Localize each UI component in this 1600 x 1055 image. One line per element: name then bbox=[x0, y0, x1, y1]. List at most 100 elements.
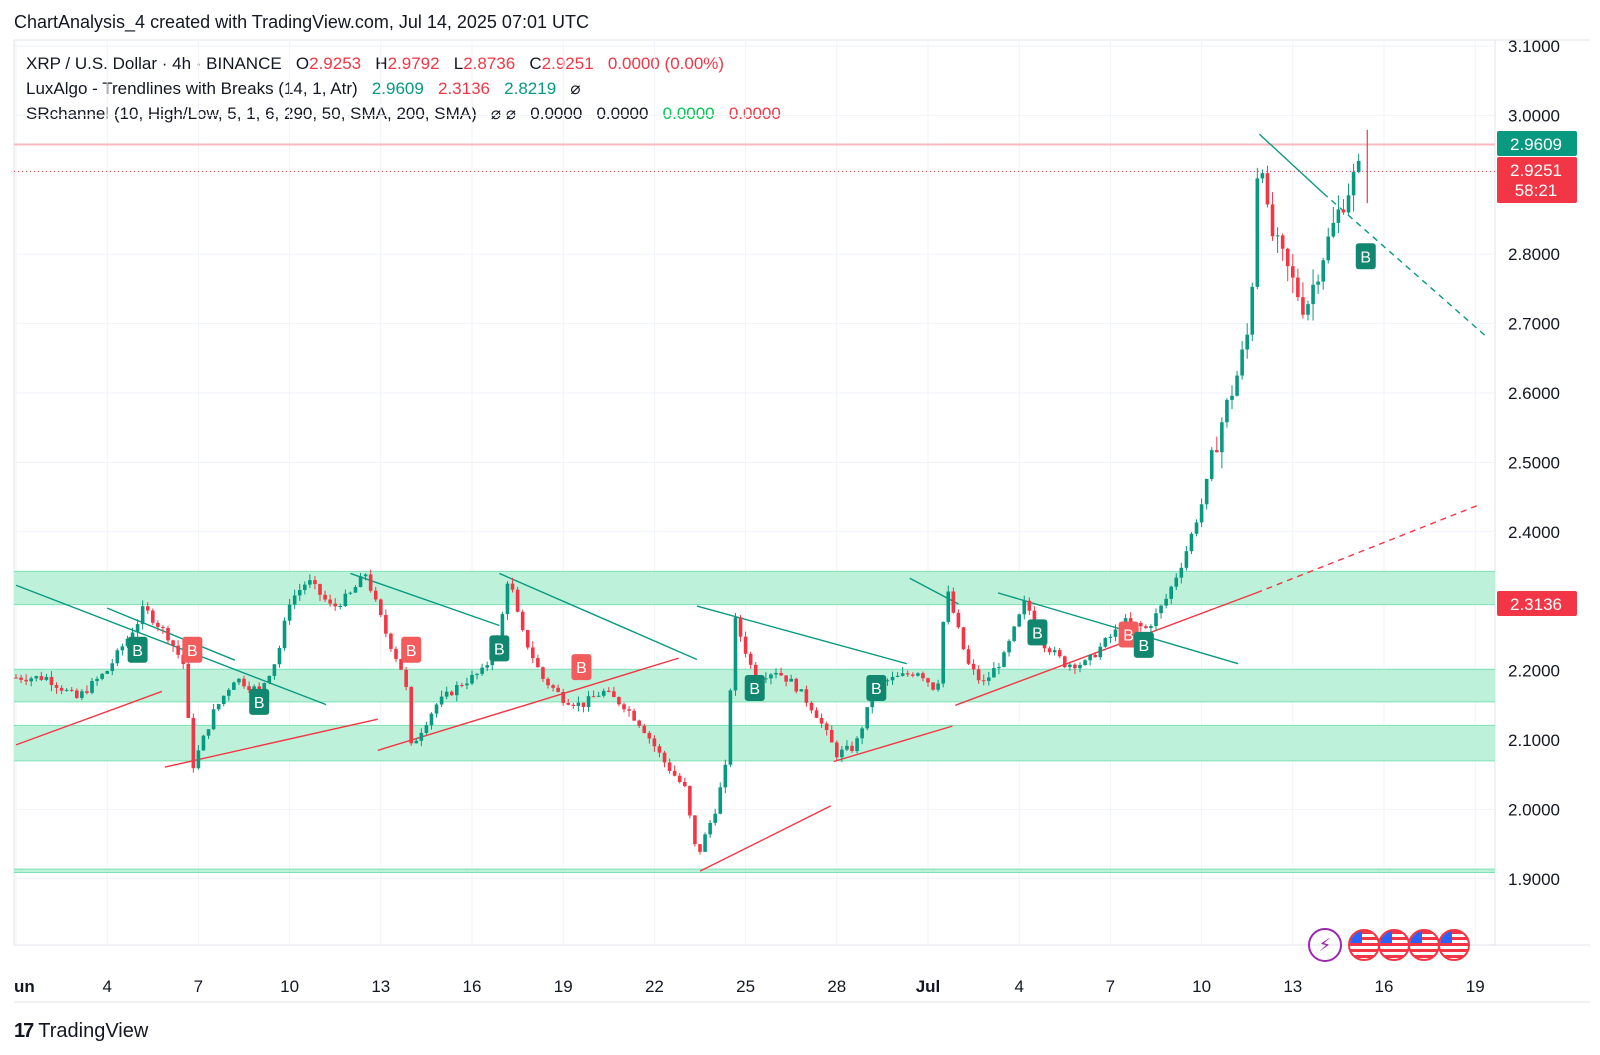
candle-body bbox=[708, 822, 712, 835]
close-value: 2.9251 bbox=[541, 54, 594, 73]
candle-body bbox=[895, 675, 900, 677]
indicator1-value-3: 2.8219 bbox=[504, 79, 557, 98]
candle-body bbox=[1179, 567, 1184, 578]
candle-body bbox=[252, 686, 256, 691]
candle-body bbox=[926, 678, 930, 683]
sr-zone bbox=[14, 725, 1495, 761]
time-axis[interactable]: un 4 7 10 13 16 19 22 25 28 Jul 4 7 10 13 16 19 bbox=[14, 977, 1485, 996]
candle-body bbox=[819, 717, 824, 724]
price-axis[interactable]: 3.1000 3.0000 2.8000 2.7000 2.6000 2.5000 2.40… bbox=[1508, 37, 1560, 889]
indicator2-hidden-icons[interactable]: ⌀ ⌀ bbox=[490, 104, 517, 123]
candle-body bbox=[865, 707, 869, 729]
y-tick-label: 2.4000 bbox=[1508, 523, 1560, 542]
event-icons[interactable]: ⚡ bbox=[1308, 928, 1470, 962]
y-tick-label: 3.1000 bbox=[1508, 37, 1560, 56]
candle-body bbox=[1291, 266, 1295, 278]
candle-body bbox=[475, 673, 479, 675]
candle-body bbox=[1012, 626, 1016, 641]
candle-body bbox=[348, 592, 353, 594]
candle-body bbox=[308, 580, 312, 585]
candle-body bbox=[997, 666, 1001, 669]
candle-body bbox=[510, 583, 515, 590]
candle-body bbox=[890, 676, 895, 681]
candle-body bbox=[115, 650, 120, 664]
candle-body bbox=[227, 689, 231, 696]
x-tick-label: 25 bbox=[736, 977, 755, 996]
break-marker-buy bbox=[1027, 619, 1048, 646]
candle-body bbox=[424, 725, 429, 733]
x-tick-label: Jul bbox=[916, 977, 941, 996]
candle-body bbox=[743, 636, 748, 654]
candle-body bbox=[24, 679, 28, 682]
candle-body bbox=[662, 752, 667, 763]
candle-body bbox=[257, 686, 261, 690]
candle-body bbox=[921, 673, 925, 679]
candle-body bbox=[779, 672, 783, 676]
candle-body bbox=[125, 638, 130, 647]
lightning-icon[interactable]: ⚡ bbox=[1308, 928, 1342, 962]
candle-body bbox=[1326, 236, 1331, 261]
candle-body bbox=[1204, 478, 1209, 505]
candle-body bbox=[617, 697, 621, 705]
candle-body bbox=[145, 606, 150, 611]
candle-body bbox=[1057, 650, 1062, 657]
candle-body bbox=[1047, 648, 1052, 653]
candle-body bbox=[1346, 195, 1351, 213]
candle-body bbox=[44, 676, 49, 680]
candle-body bbox=[277, 648, 282, 665]
tradingview-logo[interactable]: 17 TradingView bbox=[14, 1020, 148, 1043]
trendline-up-projection bbox=[1256, 503, 1482, 594]
symbol-title[interactable]: XRP / U.S. Dollar · 4h · BINANCE bbox=[26, 54, 282, 73]
candle-body bbox=[860, 728, 864, 739]
us-flag-icon[interactable] bbox=[1378, 929, 1410, 961]
candle-body bbox=[784, 675, 788, 682]
trendline-down bbox=[350, 572, 500, 627]
candle-body bbox=[1296, 277, 1300, 298]
trendline-down bbox=[696, 605, 907, 665]
candle-body bbox=[419, 732, 424, 741]
indicator1-name[interactable]: LuxAlgo - Trendlines with Breaks (14, 1,… bbox=[26, 79, 358, 98]
indicator1-hidden-icon[interactable]: ⌀ bbox=[570, 79, 581, 98]
candle-body bbox=[333, 603, 337, 607]
break-marker-sell bbox=[182, 636, 203, 663]
candle-body bbox=[1159, 605, 1163, 614]
indicator2-row[interactable]: SRchannel (10, High/Low, 5, 1, 6, 290, 5… bbox=[26, 101, 781, 126]
candle-body bbox=[176, 645, 180, 655]
candle-body bbox=[262, 683, 267, 690]
candle-body bbox=[1139, 623, 1143, 627]
x-tick-label: 4 bbox=[1014, 977, 1023, 996]
break-marker-label: B bbox=[576, 660, 587, 677]
candle-body bbox=[1250, 286, 1255, 335]
candle-body bbox=[394, 648, 398, 659]
candle-body bbox=[1331, 222, 1336, 237]
candle-body bbox=[1280, 235, 1285, 249]
break-marker-buy bbox=[744, 674, 765, 701]
break-marker-label: B bbox=[406, 643, 417, 660]
candle-body bbox=[368, 574, 373, 591]
break-markers: B BBB BBB BB BBB bbox=[127, 243, 1376, 715]
break-marker-label: B bbox=[132, 643, 143, 660]
chart-legend: XRP / U.S. Dollar · 4h · BINANCE O2.9253… bbox=[26, 51, 781, 126]
candle-body bbox=[1311, 284, 1315, 305]
us-flag-icon[interactable] bbox=[1348, 929, 1380, 961]
candle-body bbox=[1174, 577, 1179, 587]
candle-body bbox=[748, 653, 753, 665]
candle-body bbox=[439, 696, 444, 705]
candle-body bbox=[1301, 297, 1305, 315]
indicator1-row[interactable]: LuxAlgo - Trendlines with Breaks (14, 1,… bbox=[26, 76, 781, 101]
candle-body bbox=[282, 620, 287, 649]
us-flag-icon[interactable] bbox=[1408, 929, 1440, 961]
indicator1-value-1: 2.9609 bbox=[371, 79, 424, 98]
indicator2-name[interactable]: SRchannel (10, High/Low, 5, 1, 6, 290, 5… bbox=[26, 104, 477, 123]
candle-body bbox=[232, 682, 236, 690]
candle-body bbox=[100, 673, 104, 679]
us-flag-icon[interactable] bbox=[1438, 929, 1470, 961]
x-tick-label: 16 bbox=[1375, 977, 1394, 996]
candle-body bbox=[916, 673, 920, 676]
candle-body bbox=[1078, 664, 1082, 669]
candle-body bbox=[1098, 646, 1103, 658]
lower-price-tag: 2.3136 bbox=[1510, 595, 1562, 614]
candle-body bbox=[1260, 173, 1265, 179]
x-tick-label: 10 bbox=[280, 977, 299, 996]
